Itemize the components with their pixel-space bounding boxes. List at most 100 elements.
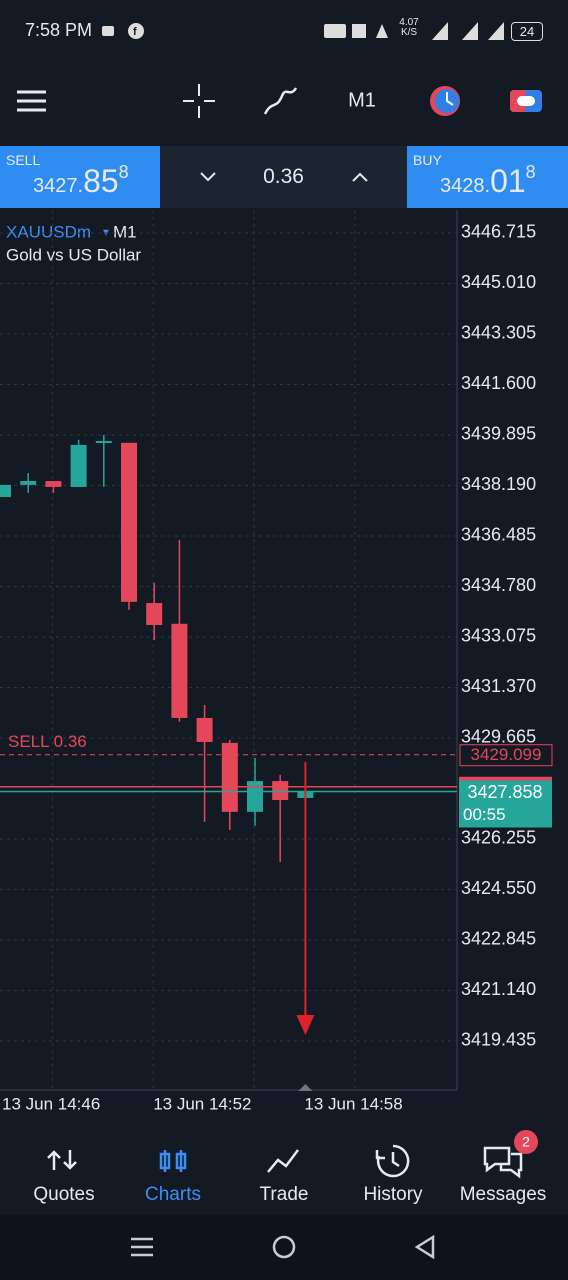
position-price: 3429.099 [471, 745, 542, 764]
status-time: 7:58 PM [25, 20, 93, 40]
y-tick-label: 3438.190 [461, 474, 536, 494]
nav-label: Quotes [33, 1184, 94, 1205]
volume-up[interactable] [352, 172, 368, 182]
arrow-head [296, 1015, 315, 1035]
volume-arrows [200, 172, 368, 182]
nav-items: Quotes Charts Trade History Messages 2 [33, 1130, 547, 1205]
nav-icon [267, 1149, 299, 1173]
candle-body [45, 481, 62, 487]
nav-icon [483, 1146, 523, 1179]
candle-body [247, 781, 263, 812]
y-tick-label: 3424.550 [461, 878, 536, 898]
candle-body [20, 481, 37, 485]
signal-icons [432, 22, 504, 40]
timeframe-button[interactable]: M1 [348, 89, 376, 111]
position-price-box [459, 744, 553, 767]
y-tick-label: 3439.895 [461, 424, 536, 444]
nav-label: History [363, 1184, 423, 1205]
position-label: SELL 0.36 [8, 732, 87, 751]
sell-label: SELL [6, 152, 41, 168]
x-tick-label: 13 Jun 14:46 [2, 1094, 100, 1113]
candle-body [0, 484, 11, 498]
sell-button[interactable]: SELL 3427.858 [0, 146, 160, 208]
nav-label: Charts [145, 1184, 201, 1205]
nav-icon [47, 1150, 77, 1170]
y-tick-label: 3419.435 [461, 1030, 536, 1050]
speed-unit: K/S [400, 27, 418, 38]
symbol-description: Gold vs US Dollar [6, 245, 141, 264]
indicators-button[interactable] [263, 87, 298, 115]
y-tick-label: 3446.715 [461, 222, 536, 242]
home-button[interactable] [272, 1235, 296, 1259]
chart-timeframe: M1 [113, 222, 137, 241]
bar-timer: 00:55 [463, 805, 506, 824]
y-tick-label: 3421.140 [461, 979, 536, 999]
volume-value[interactable]: 0.36 [263, 165, 304, 188]
candle-body [171, 623, 188, 718]
y-tick-label: 3422.845 [461, 929, 536, 949]
bottom-nav: Quotes Charts Trade History Messages 2 [0, 1120, 568, 1215]
time-cursor [298, 1084, 313, 1091]
nav-icon [375, 1144, 410, 1178]
y-tick-label: 3431.370 [461, 676, 536, 696]
nav-item[interactable]: Trade [260, 1149, 309, 1205]
nav-label: Messages [460, 1184, 547, 1205]
buy-price-main: 01 [490, 163, 526, 199]
buy-label: BUY [413, 152, 442, 168]
volume-panel: 0.36 [160, 146, 407, 208]
y-tick-label: 3433.075 [461, 626, 536, 646]
sell-price-lead: 3427. [33, 175, 84, 197]
system-nav-icons [131, 1234, 435, 1260]
candle-body [196, 717, 213, 742]
toolbar: M1 [17, 84, 542, 118]
status-icons: f [102, 23, 144, 39]
nav-item[interactable]: History [363, 1144, 423, 1205]
battery: 24 [511, 22, 543, 41]
nav-item[interactable]: Charts [145, 1150, 201, 1205]
y-tick-label: 3445.010 [461, 272, 536, 292]
recents-button[interactable] [131, 1237, 153, 1257]
crosshair-button[interactable] [183, 84, 215, 118]
bid-label: 3427.858 [467, 782, 542, 802]
x-tick-label: 13 Jun 14:58 [304, 1094, 402, 1113]
speed-value: 4.07 [399, 17, 419, 28]
y-tick-label: 3434.780 [461, 575, 536, 595]
system-nav [0, 1215, 568, 1280]
candle-body [95, 441, 112, 444]
one-click-button[interactable] [430, 86, 460, 116]
nav-item[interactable]: Messages [460, 1146, 547, 1205]
x-tick-label: 13 Jun 14:52 [153, 1094, 251, 1113]
chart: XAUUSDm ▼ M1 Gold vs US Dollar 3446.7153… [0, 210, 553, 1113]
nav-label: Trade [260, 1184, 309, 1205]
trade-toggle-button[interactable] [510, 90, 542, 112]
sell-price-main: 85 [83, 163, 119, 199]
status-right-icons [324, 24, 388, 38]
sell-price-sup: 8 [118, 162, 129, 182]
symbol[interactable]: XAUUSDm [6, 222, 91, 241]
y-tick-label: 3436.485 [461, 525, 536, 545]
sell-price: 3427.858 [33, 162, 129, 200]
nav-icon [159, 1150, 187, 1172]
candle-body [70, 444, 87, 487]
candle-body [272, 781, 289, 801]
y-tick-label: 3441.600 [461, 373, 536, 393]
net-speed: 4.07 K/S [396, 18, 422, 38]
svg-text:f: f [133, 26, 137, 38]
nav-item[interactable]: Quotes [33, 1150, 95, 1205]
volume-down[interactable] [200, 172, 216, 182]
buy-price-lead: 3428. [440, 175, 491, 197]
y-tick-label: 3426.255 [461, 828, 536, 848]
menu-button[interactable] [17, 90, 46, 112]
buy-button[interactable]: BUY 3428.018 [407, 146, 568, 208]
y-tick-label: 3429.665 [461, 727, 536, 747]
bid-label-box [459, 780, 552, 828]
badge-count: 2 [522, 1134, 530, 1150]
candle-body [121, 442, 137, 602]
badge [514, 1130, 538, 1154]
buy-price-sup: 8 [525, 162, 536, 182]
candle-body [221, 742, 238, 812]
candle-body [146, 603, 163, 625]
buy-price: 3428.018 [440, 162, 536, 200]
back-button[interactable] [414, 1234, 435, 1260]
